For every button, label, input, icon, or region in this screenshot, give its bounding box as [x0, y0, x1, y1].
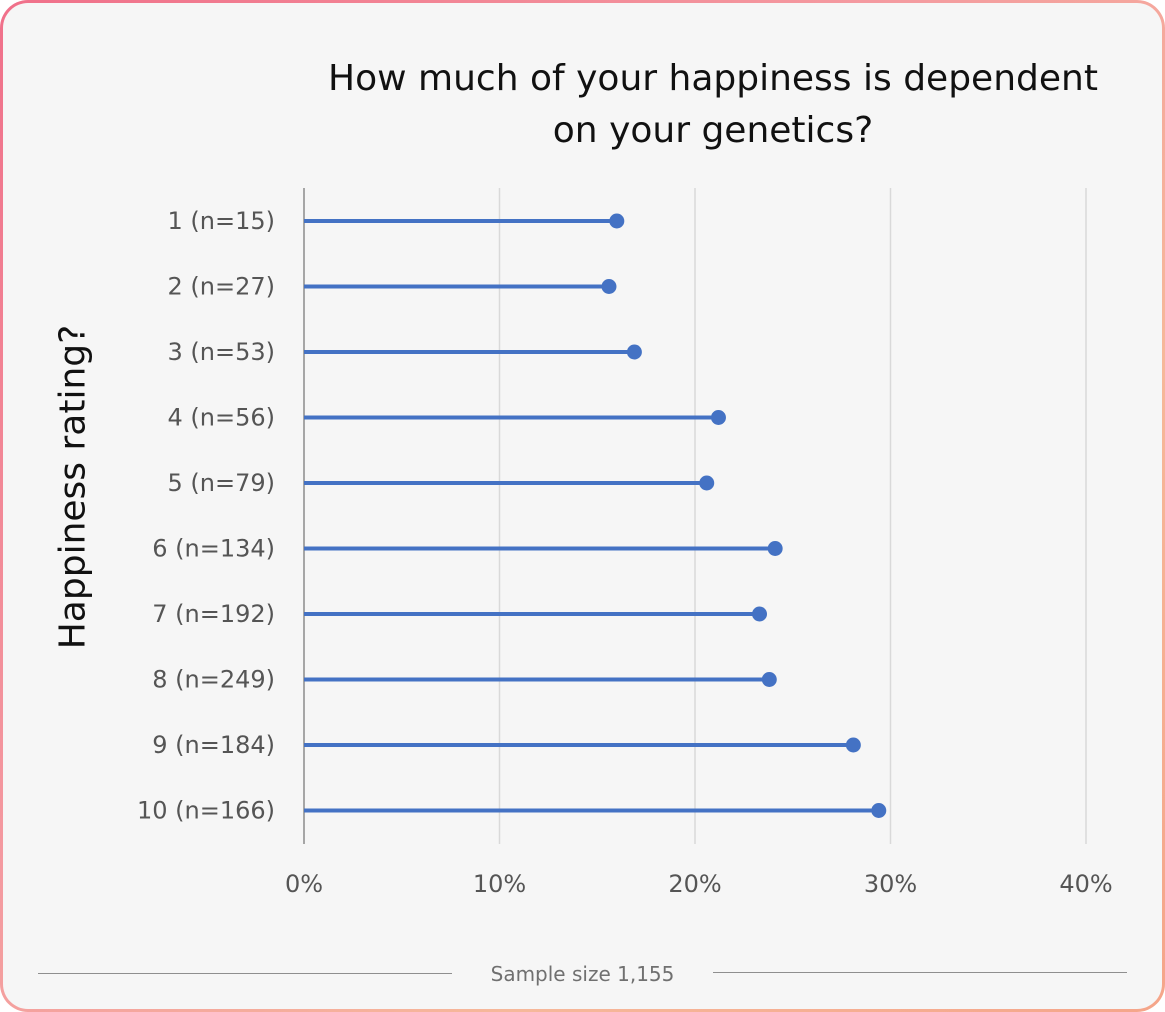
category-label: 4 (n=56): [168, 404, 275, 432]
x-tick-label: 0%: [285, 870, 323, 898]
data-marks: [304, 213, 887, 818]
chart-title-line-1: How much of your happiness is dependent: [328, 58, 1098, 99]
lollipop-point: [845, 737, 861, 753]
category-label: 3 (n=53): [168, 338, 275, 366]
lollipop-point: [767, 541, 783, 556]
lollipop-point: [752, 606, 768, 622]
category-label: 7 (n=192): [152, 600, 275, 628]
lollipop-point: [710, 410, 726, 425]
category-labels: 1 (n=15) 2 (n=27) 3 (n=53) 4 (n=56) 5 (n=79)…: [137, 207, 275, 825]
x-tick-label: 40%: [1059, 870, 1112, 898]
footer: Sample size 1,155: [0, 960, 1165, 990]
category-label: 6 (n=134): [152, 535, 275, 563]
chart-title: How much of your happiness is dependent …: [293, 53, 1133, 157]
x-tick-label: 10%: [473, 870, 526, 898]
category-label: 1 (n=15): [168, 207, 275, 235]
lollipop-point: [761, 672, 777, 687]
x-tick-label: 30%: [864, 870, 917, 898]
category-label: 2 (n=27): [168, 273, 275, 301]
footer-divider-left: [38, 973, 452, 974]
lollipop-point: [601, 279, 617, 294]
grid-lines: [498, 188, 1087, 844]
lollipop-point: [699, 475, 715, 491]
lollipop-point: [609, 213, 625, 229]
x-tick-label: 20%: [668, 870, 721, 898]
category-label: 9 (n=184): [152, 731, 275, 759]
chart-card-body: How much of your happiness is dependent …: [3, 3, 1162, 1009]
footer-divider-right: [713, 972, 1127, 973]
chart-title-line-2: on your genetics?: [552, 110, 874, 151]
lollipop-point: [626, 344, 642, 360]
category-label: 8 (n=249): [152, 666, 275, 694]
lollipop-point: [871, 803, 887, 818]
category-label: 5 (n=79): [168, 469, 275, 497]
x-tick-labels: 0% 10% 20% 30% 40%: [285, 870, 1113, 898]
category-label: 10 (n=166): [137, 797, 275, 825]
sample-size-note: Sample size 1,155: [490, 962, 675, 986]
